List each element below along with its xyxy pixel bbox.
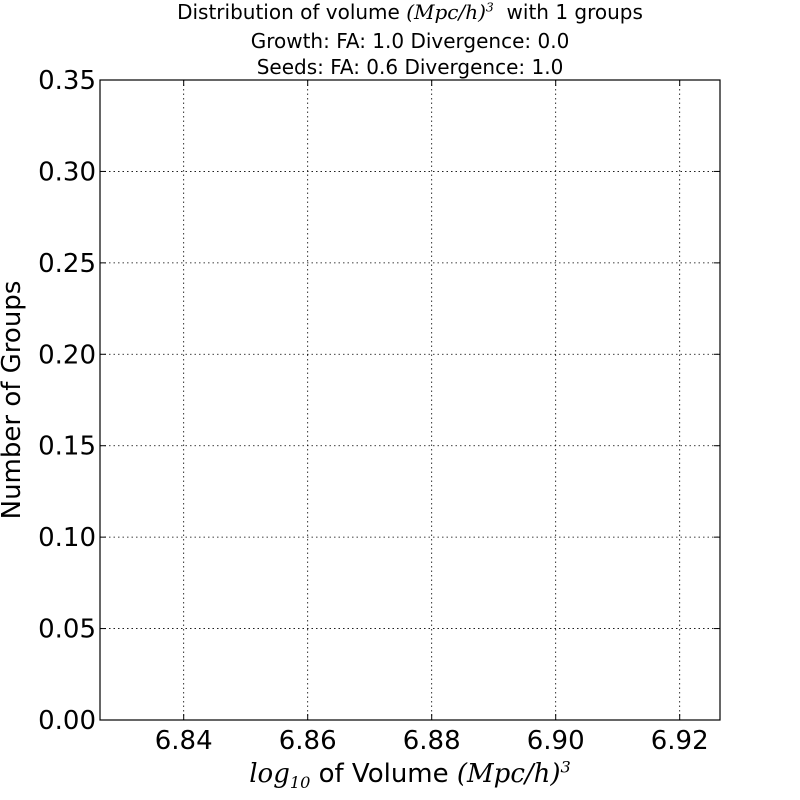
x-axis-label: log10 of Volume (Mpc/h)3	[100, 759, 720, 793]
x-axis-unit-exponent: 3	[560, 757, 571, 777]
x-tick-label: 6.86	[279, 726, 337, 756]
tick-layer	[100, 79, 720, 721]
x-axis-log-base: 10	[289, 773, 311, 793]
x-axis-log-text: log	[249, 759, 290, 789]
x-tick-label: 6.88	[403, 726, 461, 756]
y-tick-label: 0.20	[38, 340, 96, 370]
x-tick-label: 6.92	[651, 726, 709, 756]
chart-title-line-1: Distribution of volume (Mpc/h)3 with 1 g…	[0, 0, 800, 24]
y-tick-labels: 0.00 0.05 0.10 0.15 0.20 0.25 0.30 0.35	[38, 66, 96, 736]
x-tick-labels: 6.84 6.86 6.88 6.90 6.92	[155, 726, 709, 756]
y-tick-label: 0.10	[38, 523, 96, 553]
grid-layer	[100, 79, 720, 721]
title-unit: (Mpc/h)3	[406, 0, 494, 24]
title-unit-base: (Mpc/h)	[406, 0, 486, 24]
title-prefix: Distribution of volume	[177, 0, 400, 24]
x-axis-unit: (Mpc/h)3	[457, 759, 571, 789]
y-axis-label: Number of Groups	[0, 280, 27, 520]
x-axis-text: of Volume	[318, 759, 449, 789]
y-tick-label: 0.00	[38, 706, 96, 736]
x-axis-unit-base: (Mpc/h)	[456, 759, 561, 789]
y-tick-label: 0.25	[38, 249, 96, 279]
chart-title-line-2: Growth: FA: 1.0 Divergence: 0.0	[250, 29, 570, 53]
y-tick-label: 0.15	[38, 432, 96, 462]
x-tick-label: 6.90	[527, 726, 585, 756]
x-axis-log: log10	[249, 759, 311, 793]
chart-title-line-3: Seeds: FA: 0.6 Divergence: 1.0	[256, 55, 564, 79]
plot-area-frame	[99, 79, 721, 721]
x-tick-label: 6.84	[155, 726, 213, 756]
title-suffix: with 1 groups	[506, 0, 643, 24]
y-tick-label: 0.35	[38, 66, 96, 96]
y-tick-label: 0.05	[38, 615, 96, 645]
title-unit-exponent: 3	[485, 0, 494, 15]
y-tick-label: 0.30	[38, 157, 96, 187]
